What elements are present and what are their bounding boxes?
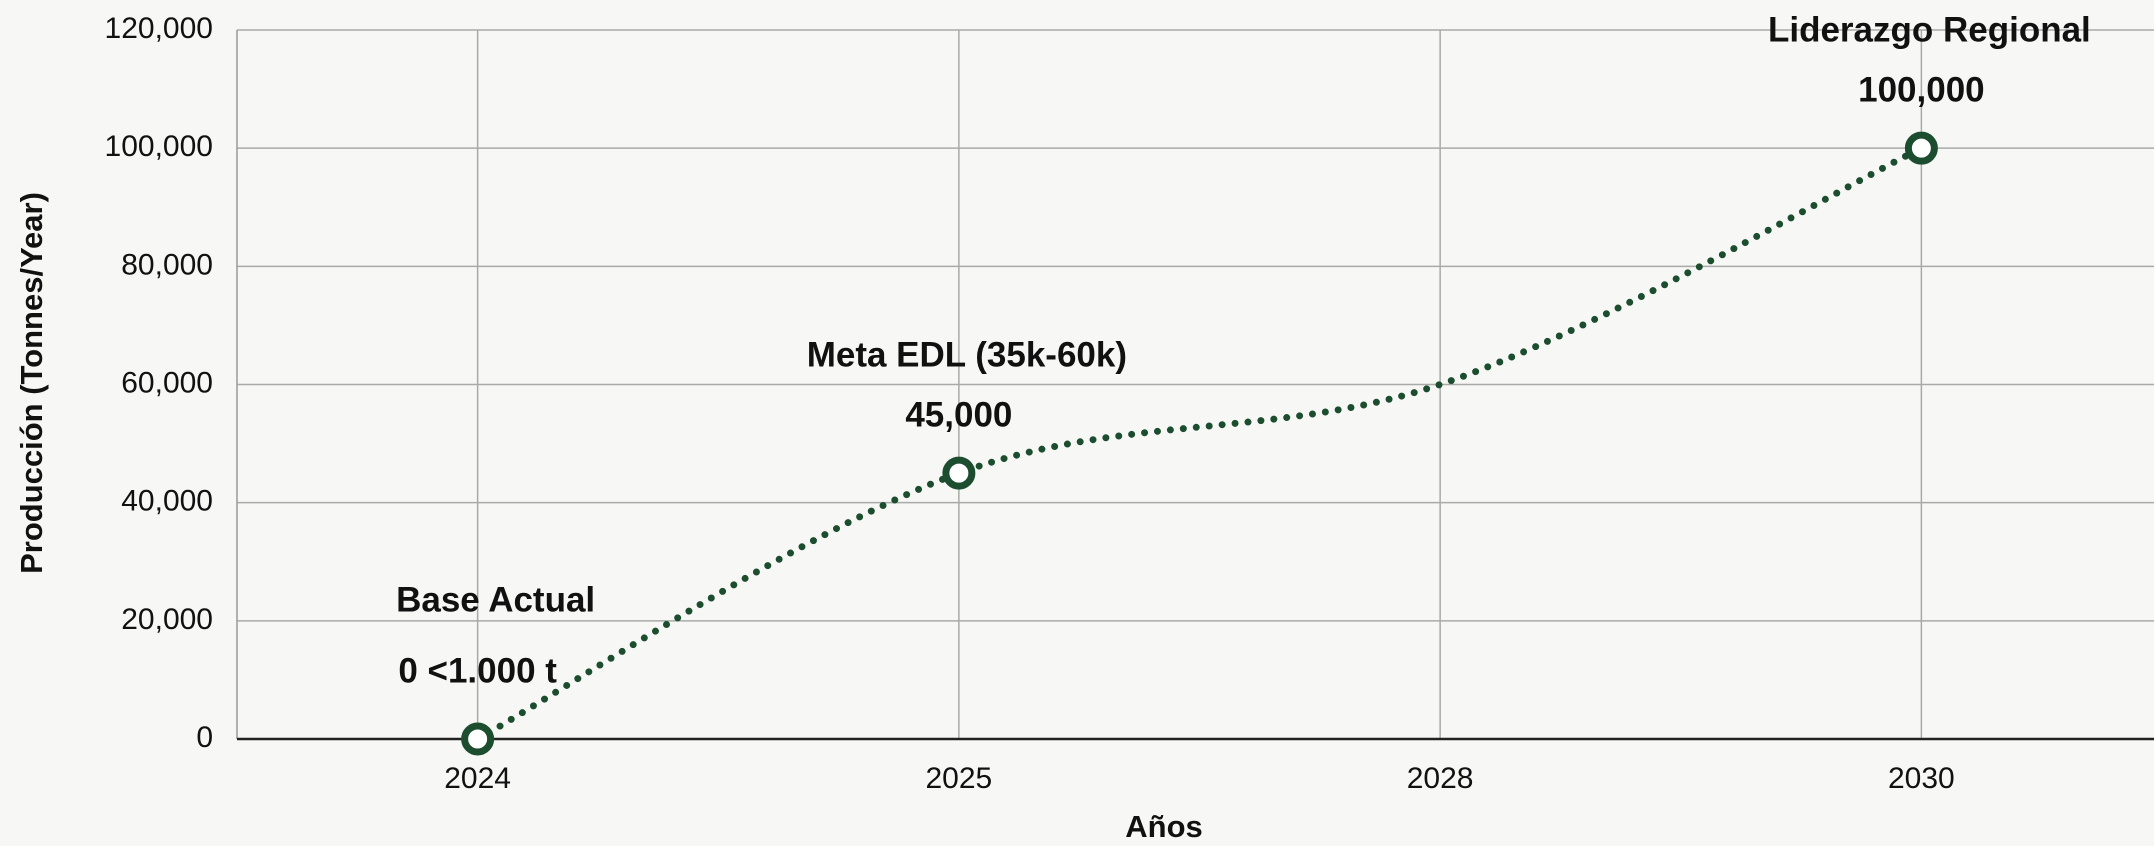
y-tick-label: 80,000 [121,248,213,281]
x-tick-label: 2025 [926,762,993,795]
x-tick-label: 2030 [1888,762,1955,795]
point-marker [1904,131,1938,165]
x-tick-label: 2028 [1407,762,1474,795]
x-axis-title: Años [1125,809,1203,844]
y-tick-label: 0 [196,721,213,754]
y-tick-label: 120,000 [105,12,213,45]
x-tick-label: 2024 [444,762,511,795]
point-title: Base Actual [396,580,595,619]
point-title: Meta EDL (35k-60k) [807,335,1127,374]
y-tick-label: 100,000 [105,130,213,163]
y-tick-label: 20,000 [121,603,213,636]
value-label: 45,000 [905,395,1012,434]
y-tick-label: 40,000 [121,485,213,518]
point-marker [461,722,495,756]
y-tick-label: 60,000 [121,366,213,399]
point-title: Liderazgo Regional [1768,10,2091,49]
value-label: 0 <1.000 t [398,651,557,690]
value-label: 100,000 [1858,70,1985,109]
point-marker [942,456,976,490]
line [474,144,1925,743]
y-axis-title: Producción (Tonnes/Year) [14,192,49,574]
